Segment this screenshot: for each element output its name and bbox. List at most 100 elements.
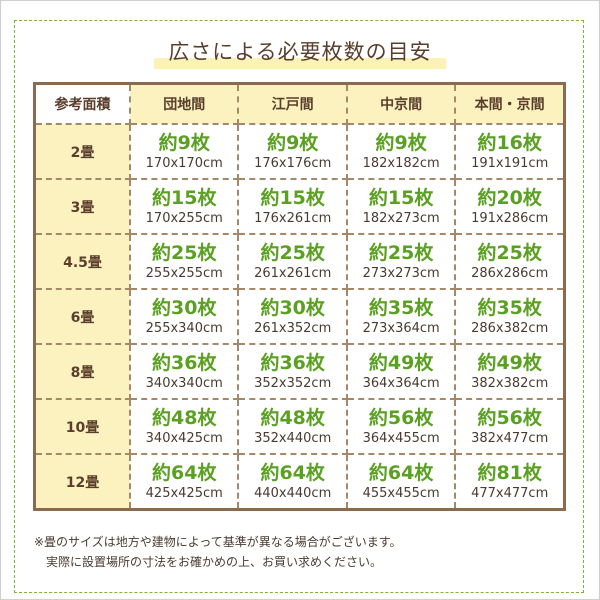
header-chukyoma: 中京間 bbox=[345, 82, 457, 125]
area-label: 6畳 bbox=[33, 288, 131, 345]
table-cell: 約49枚 382x382cm bbox=[454, 343, 566, 400]
room-size: 261x261cm bbox=[254, 265, 332, 281]
room-size: 191x191cm bbox=[471, 155, 549, 171]
table-cell: 約64枚 455x455cm bbox=[345, 453, 457, 511]
sheet-count: 約15枚 bbox=[260, 186, 325, 209]
header-area: 参考面積 bbox=[33, 82, 131, 125]
sheet-count: 約25枚 bbox=[152, 241, 217, 264]
room-size: 364x455cm bbox=[362, 430, 440, 446]
note-line-2: 実際に設置場所の寸法をお確かめの上、お買い求めください。 bbox=[34, 555, 383, 569]
sheet-count: 約49枚 bbox=[477, 351, 542, 374]
sheet-count: 約48枚 bbox=[260, 406, 325, 429]
sheet-count: 約25枚 bbox=[260, 241, 325, 264]
sheet-count: 約30枚 bbox=[260, 296, 325, 319]
table-cell: 約81枚 477x477cm bbox=[454, 453, 566, 511]
sheet-count: 約36枚 bbox=[260, 351, 325, 374]
table-cell: 約15枚 182x273cm bbox=[345, 178, 457, 235]
room-size: 182x273cm bbox=[362, 210, 440, 226]
room-size: 425x425cm bbox=[145, 485, 223, 501]
table-cell: 約9枚 182x182cm bbox=[345, 123, 457, 180]
table-row: 4.5畳 約25枚 255x255cm 約25枚 261x261cm 約25枚 … bbox=[33, 233, 566, 290]
room-size: 255x340cm bbox=[145, 320, 223, 336]
table-row: 8畳 約36枚 340x340cm 約36枚 352x352cm 約49枚 36… bbox=[33, 343, 566, 400]
table-cell: 約25枚 255x255cm bbox=[128, 233, 240, 290]
room-size: 440x440cm bbox=[254, 485, 332, 501]
room-size: 176x176cm bbox=[254, 155, 332, 171]
room-size: 273x364cm bbox=[362, 320, 440, 336]
tatami-count-table: 参考面積 団地間 江戸間 中京間 本間・京間 2畳 約9枚 170x170cm … bbox=[33, 82, 566, 511]
sheet-count: 約81枚 bbox=[477, 461, 542, 484]
room-size: 352x440cm bbox=[254, 430, 332, 446]
area-label: 8畳 bbox=[33, 343, 131, 400]
dashed-frame bbox=[14, 20, 584, 593]
sheet-count: 約15枚 bbox=[152, 186, 217, 209]
sheet-count: 約15枚 bbox=[368, 186, 434, 209]
room-size: 170x255cm bbox=[145, 210, 223, 226]
table-row: 10畳 約48枚 340x425cm 約48枚 352x440cm 約56枚 3… bbox=[33, 398, 566, 455]
sheet-count: 約35枚 bbox=[368, 296, 434, 319]
header-danchima: 団地間 bbox=[128, 82, 240, 125]
sheet-count: 約36枚 bbox=[152, 351, 217, 374]
sheet-count: 約9枚 bbox=[267, 131, 319, 154]
room-size: 273x273cm bbox=[362, 265, 440, 281]
table-row: 6畳 約30枚 255x340cm 約30枚 261x352cm 約35枚 27… bbox=[33, 288, 566, 345]
header-row: 参考面積 団地間 江戸間 中京間 本間・京間 bbox=[33, 82, 566, 125]
table-cell: 約56枚 364x455cm bbox=[345, 398, 457, 455]
table-cell: 約35枚 273x364cm bbox=[345, 288, 457, 345]
sheet-count: 約9枚 bbox=[158, 131, 210, 154]
title-area: 広さによる必要枚数の目安 bbox=[0, 36, 600, 69]
table-cell: 約30枚 255x340cm bbox=[128, 288, 240, 345]
sheet-count: 約20枚 bbox=[477, 186, 542, 209]
table-row: 12畳 約64枚 425x425cm 約64枚 440x440cm 約64枚 4… bbox=[33, 453, 566, 511]
area-label: 10畳 bbox=[33, 398, 131, 455]
sheet-count: 約49枚 bbox=[368, 351, 434, 374]
room-size: 286x286cm bbox=[471, 265, 549, 281]
sheet-count: 約56枚 bbox=[477, 406, 542, 429]
table-cell: 約48枚 352x440cm bbox=[237, 398, 348, 455]
sheet-count: 約25枚 bbox=[477, 241, 542, 264]
area-label: 4.5畳 bbox=[33, 233, 131, 290]
room-size: 382x382cm bbox=[471, 375, 549, 391]
note-line-1: ※畳のサイズは地方や建物によって基準が異なる場合がございます。 bbox=[34, 535, 402, 549]
sheet-count: 約35枚 bbox=[477, 296, 542, 319]
table-cell: 約64枚 425x425cm bbox=[128, 453, 240, 511]
table-cell: 約25枚 286x286cm bbox=[454, 233, 566, 290]
room-size: 477x477cm bbox=[471, 485, 549, 501]
table-cell: 約49枚 364x364cm bbox=[345, 343, 457, 400]
table-cell: 約48枚 340x425cm bbox=[128, 398, 240, 455]
header-honma-kyoma: 本間・京間 bbox=[454, 82, 566, 125]
room-size: 170x170cm bbox=[145, 155, 223, 171]
room-size: 176x261cm bbox=[254, 210, 332, 226]
table-cell: 約25枚 261x261cm bbox=[237, 233, 348, 290]
table-cell: 約64枚 440x440cm bbox=[237, 453, 348, 511]
room-size: 352x352cm bbox=[254, 375, 332, 391]
table-cell: 約36枚 340x340cm bbox=[128, 343, 240, 400]
page-title: 広さによる必要枚数の目安 bbox=[154, 36, 447, 69]
table-row: 3畳 約15枚 170x255cm 約15枚 176x261cm 約15枚 18… bbox=[33, 178, 566, 235]
sheet-count: 約64枚 bbox=[368, 461, 434, 484]
room-size: 364x364cm bbox=[362, 375, 440, 391]
table-cell: 約20枚 191x286cm bbox=[454, 178, 566, 235]
area-label: 12畳 bbox=[33, 453, 131, 511]
table-cell: 約35枚 286x382cm bbox=[454, 288, 566, 345]
room-size: 261x352cm bbox=[254, 320, 332, 336]
table-cell: 約9枚 170x170cm bbox=[128, 123, 240, 180]
area-label: 2畳 bbox=[33, 123, 131, 180]
room-size: 286x382cm bbox=[471, 320, 549, 336]
table-cell: 約56枚 382x477cm bbox=[454, 398, 566, 455]
room-size: 382x477cm bbox=[471, 430, 549, 446]
room-size: 340x425cm bbox=[145, 430, 223, 446]
sheet-count: 約64枚 bbox=[152, 461, 217, 484]
room-size: 340x340cm bbox=[145, 375, 223, 391]
sheet-count: 約25枚 bbox=[368, 241, 434, 264]
table-cell: 約9枚 176x176cm bbox=[237, 123, 348, 180]
table-cell: 約25枚 273x273cm bbox=[345, 233, 457, 290]
table-cell: 約30枚 261x352cm bbox=[237, 288, 348, 345]
sheet-count: 約30枚 bbox=[152, 296, 217, 319]
area-label: 3畳 bbox=[33, 178, 131, 235]
table-cell: 約16枚 191x191cm bbox=[454, 123, 566, 180]
room-size: 255x255cm bbox=[145, 265, 223, 281]
table-cell: 約15枚 170x255cm bbox=[128, 178, 240, 235]
sheet-count: 約16枚 bbox=[477, 131, 542, 154]
room-size: 182x182cm bbox=[362, 155, 440, 171]
